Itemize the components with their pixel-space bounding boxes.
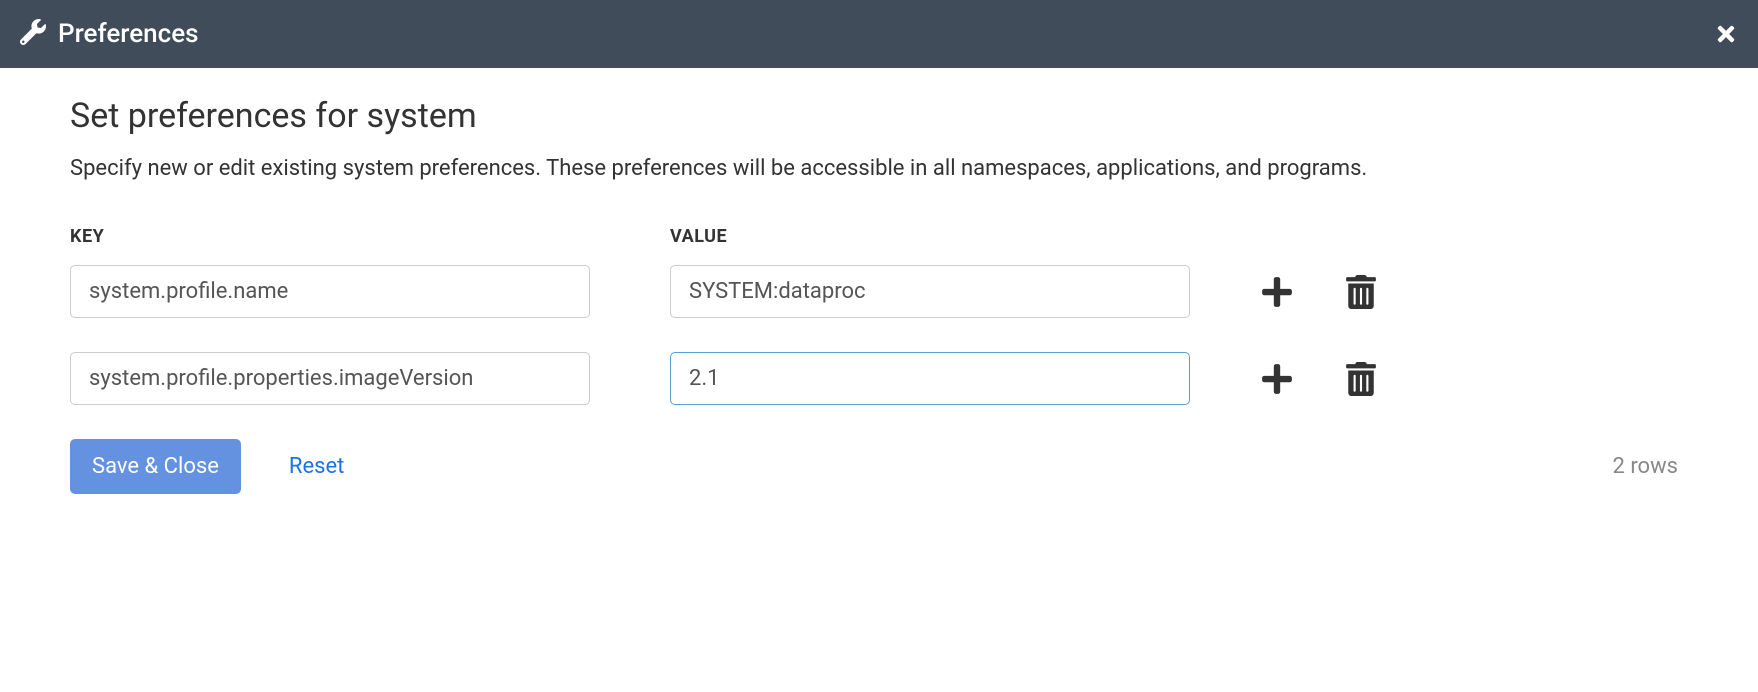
dialog-title: Preferences <box>58 19 199 49</box>
value-input[interactable] <box>670 265 1190 318</box>
dialog-footer: Save & Close Reset 2 rows <box>70 439 1688 494</box>
add-row-icon[interactable] <box>1260 275 1294 309</box>
delete-row-icon[interactable] <box>1344 362 1378 396</box>
add-row-icon[interactable] <box>1260 362 1294 396</box>
save-close-button[interactable]: Save & Close <box>70 439 241 494</box>
dialog-header: Preferences <box>0 0 1758 68</box>
value-column-header: VALUE <box>670 226 1270 247</box>
wrench-icon <box>20 19 46 49</box>
page-title: Set preferences for system <box>70 96 1688 136</box>
footer-left: Save & Close Reset <box>70 439 344 494</box>
page-description: Specify new or edit existing system pref… <box>70 152 1430 186</box>
preference-row <box>70 352 1688 405</box>
key-column-header: KEY <box>70 226 670 247</box>
header-left: Preferences <box>20 19 199 49</box>
row-actions <box>1260 362 1378 396</box>
delete-row-icon[interactable] <box>1344 275 1378 309</box>
value-input[interactable] <box>670 352 1190 405</box>
key-input[interactable] <box>70 265 590 318</box>
key-input[interactable] <box>70 352 590 405</box>
table-header: KEY VALUE <box>70 226 1688 247</box>
preferences-rows <box>70 265 1688 405</box>
dialog-content: Set preferences for system Specify new o… <box>0 68 1758 534</box>
close-icon[interactable] <box>1714 22 1738 46</box>
preference-row <box>70 265 1688 318</box>
row-actions <box>1260 275 1378 309</box>
reset-link[interactable]: Reset <box>289 454 344 479</box>
row-count: 2 rows <box>1613 454 1679 479</box>
